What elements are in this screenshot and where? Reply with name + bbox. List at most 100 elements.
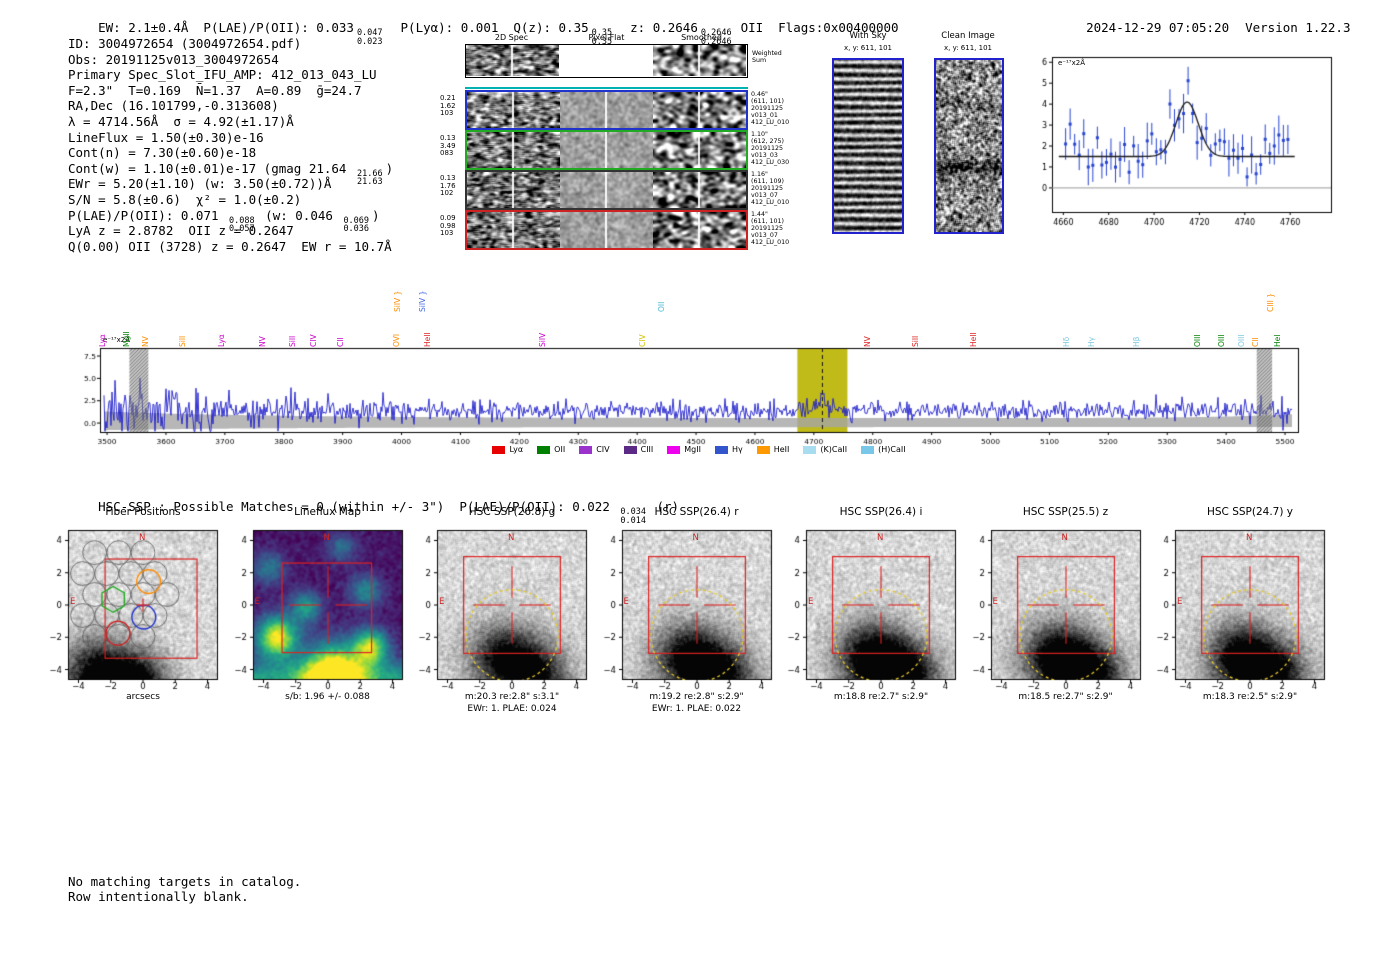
emission-line-label: Lyα [216, 334, 226, 347]
fiber-meta-line: 412_LU_010 [751, 239, 790, 246]
hsc-match-band: (r) [648, 499, 680, 514]
legend-swatch [537, 445, 551, 454]
fiber-meta-label: 0.46" (611, 101) 20191125 v013_01 412_LU_010 [751, 91, 789, 126]
panel-info-line: EWr: 1. PLAE: 0.024 [467, 704, 557, 714]
panel-xlabel: m:18.5 re:2.7" s:2.9" [1018, 692, 1113, 702]
range-lo: 0.036 [343, 224, 370, 235]
emission-line-label: Hγ [1087, 336, 1097, 347]
emission-line-label: OIII [1216, 334, 1226, 347]
fiber-2dspec-image [467, 212, 560, 248]
emission-line-label: Lyα [97, 334, 107, 347]
info-text: ID: 3004972654 (3004972654.pdf) [68, 36, 302, 51]
info-line: Cont(w) = 1.10(±0.01)e-17 (gmag 21.64 21… [68, 160, 394, 187]
fiber-meta-line: v013_01 [751, 112, 778, 119]
spec2d-weighted-row [465, 44, 748, 78]
info-text: Cont(w) = 1.10(±0.01)e-17 (gmag 21.64 [68, 160, 354, 176]
info-line: RA,Dec (16.101799,-0.313608) [68, 98, 393, 114]
fiber-meta-line: 20191125 [751, 185, 784, 192]
info-range: 0.069 0.036 [343, 217, 369, 234]
emission-line-label: CIV [638, 334, 648, 347]
fiber-meta-line: 20191125 [751, 225, 784, 232]
legend-item: (K)CaII [803, 445, 847, 454]
hsc-plae-range: 0.034 0.014 [620, 508, 646, 525]
emission-line-label: OII [656, 301, 666, 312]
fiber-weight-line: 103 [440, 229, 454, 238]
fiber-smoothed-image [653, 92, 746, 128]
withsky-image [832, 58, 904, 234]
z-range: 0.2646 0.2646 [701, 29, 732, 46]
legend-item: HeII [756, 445, 789, 454]
info-text: P(LAE)/P(OII): 0.071 [68, 207, 227, 223]
range-hi: 0.088 [229, 215, 255, 226]
fiber-smoothed-image [653, 132, 746, 168]
compass-north: N [1246, 533, 1253, 543]
panel-xlabel: arcsecs [126, 692, 160, 702]
fiber-weights-label: 0.13 3.49 083 [440, 134, 456, 158]
fiber-weight-line: 1.76 [440, 181, 456, 190]
info-line: LineFlux = 1.50(±0.30)e-16 [68, 130, 393, 146]
info-line: Cont(n) = 7.30(±0.60)e-18 [68, 145, 393, 161]
z-classification: OII [740, 20, 764, 35]
compass-north: N [323, 533, 330, 543]
emission-line-label: OIII [1193, 334, 1203, 347]
panel-canvas-lineflux [228, 526, 409, 692]
compass-east: E [992, 597, 998, 607]
range-lo: 0.057 [229, 224, 255, 235]
info-text: λ = 4714.56Å σ = 4.92(±1.17)Å [68, 113, 294, 129]
legend-swatch [492, 445, 506, 454]
spec2d-fiber-row [465, 90, 748, 130]
legend-item: Lyα [492, 445, 523, 454]
plae-poii-lo: 0.023 [356, 36, 383, 47]
compass-east: E [623, 597, 629, 607]
compass-north: N [877, 533, 884, 543]
panel-title: HSC SSP(26.8) g [468, 506, 556, 518]
compass-north: N [692, 533, 699, 543]
fiber-meta-line: (611, 101) [751, 218, 784, 225]
weighted-sum-label: Weighted Sum [752, 50, 782, 64]
weighted-sum-line: Weighted [752, 50, 782, 57]
spec2d-header-pixelflat: Pixel Flat [588, 33, 625, 42]
fiber-meta-line: 412_LU_030 [751, 159, 790, 166]
panel-xlabel: m:18.8 re:2.7" s:2.9" [833, 692, 929, 702]
emission-line-label: HeI [1273, 334, 1283, 347]
fiber-weight-line: 0.13 [440, 174, 456, 182]
info-range: 0.088 0.057 [229, 217, 255, 234]
info-text: Primary Spec_Slot_IFU_AMP: 412_013_043_L… [68, 67, 377, 83]
qz-lo: 0.35 [591, 36, 613, 47]
withsky-title: With Sky [849, 31, 887, 41]
info-line: Q(0.00) OII (3728) z = 0.2647 EW r = 10.… [68, 239, 393, 255]
hsc-match-line: HSC-SSP : Possible Matches = 0 (within +… [68, 484, 679, 540]
fiber-weights-label: 0.13 1.76 102 [440, 174, 456, 198]
fiber-meta-line: 1.16" [751, 171, 768, 178]
info-text: EWr = 5.20(±1.10) (w: 3.50(±0.72))Å [68, 176, 332, 192]
panel-xlabel: m:18.3 re:2.5" s:2.9" [1202, 692, 1298, 702]
info-text: ) [385, 160, 394, 176]
detection-info-block: ID: 3004972654 (3004972654.pdf) Obs: 2019… [68, 36, 393, 254]
fiber-meta-label: 1.44" (611, 101) 20191125 v013_07 412_LU_010 [751, 211, 789, 246]
legend-item: MgII [667, 445, 701, 454]
legend-label: CIV [596, 445, 610, 454]
fiber-meta-line: 20191125 [751, 145, 784, 152]
info-line: λ = 4714.56Å σ = 4.92(±1.17)Å [68, 114, 393, 130]
weighted-sum-line: Sum [752, 57, 767, 64]
emission-line-label: Hβ [1132, 336, 1142, 347]
fiber-weight-line: 103 [440, 109, 454, 118]
info-line: ID: 3004972654 (3004972654.pdf) [68, 36, 393, 52]
info-text: LyA z = 2.8782 OII z = 0.2647 [68, 223, 294, 239]
hsc-plae-hi: 0.034 [620, 507, 646, 517]
fiber-meta-line: 412_LU_010 [751, 119, 790, 126]
fiber-2dspec-image [467, 172, 560, 208]
emission-line-label: SiIV } [393, 290, 403, 312]
qz-main: Q(z): 0.35 [513, 20, 589, 35]
compass-north: N [508, 533, 515, 543]
footer-line-1: No matching targets in catalog. [68, 874, 302, 889]
compass-east: E [808, 597, 814, 607]
fiber-weight-line: 0.98 [440, 221, 456, 230]
fiber-meta-line: 20191125 [751, 105, 784, 112]
panel-xlabel: s/b: 1.96 +/- 0.088 [285, 692, 370, 702]
flags-value: Flags:0x00400000 [778, 20, 899, 35]
plae-poii-main: P(LAE)/P(OII): 0.033 [203, 20, 354, 35]
spec2d-header-2dspec: 2D Spec [494, 33, 529, 42]
fiber-weight-line: 0.09 [440, 214, 456, 222]
spec2d-fiber-row [465, 130, 748, 170]
